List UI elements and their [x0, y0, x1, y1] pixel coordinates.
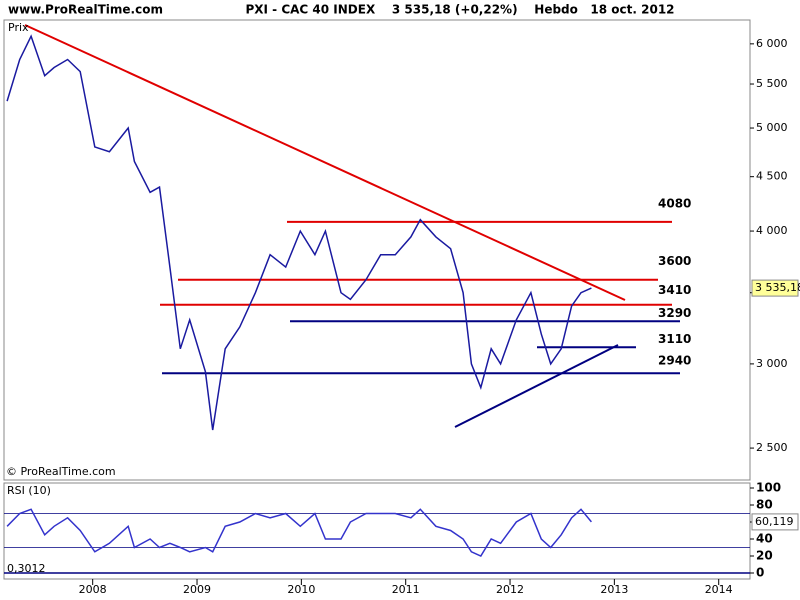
y-tick-label: 100 — [756, 481, 781, 495]
y-tick-label: 5 000 — [756, 121, 788, 134]
y-tick-label: 80 — [756, 498, 773, 512]
chart-title: PXI - CAC 40 INDEX 3 535,18 (+0,22%) Heb… — [245, 3, 674, 17]
last-value-box — [751, 279, 799, 297]
y-tick-label: 5 500 — [756, 77, 788, 90]
level-label: 4080 — [658, 196, 691, 210]
line-series — [6, 34, 592, 431]
line-series — [6, 508, 592, 557]
pane-note: 0,3012 — [7, 562, 46, 575]
watermark: © ProRealTime.com — [6, 465, 116, 478]
trend-line — [454, 344, 619, 428]
y-tick-label: 40 — [756, 532, 773, 546]
level-label: 3290 — [658, 306, 691, 320]
y-tick-label: 2 500 — [756, 441, 788, 454]
y-tick-label: 3 000 — [756, 357, 788, 370]
level-label: 2940 — [658, 354, 691, 368]
x-tick-label: 2011 — [392, 583, 420, 596]
trend-line — [24, 24, 626, 301]
x-tick-label: 2010 — [287, 583, 315, 596]
x-tick-label: 2014 — [705, 583, 733, 596]
level-label: 3410 — [658, 283, 691, 297]
x-tick-label: 2013 — [600, 583, 628, 596]
site-name: www.ProRealTime.com — [8, 3, 163, 17]
level-label: 3600 — [658, 254, 691, 268]
last-value-box — [751, 513, 799, 531]
level-label: 3110 — [658, 332, 691, 346]
rsi-pane — [3, 482, 751, 580]
x-tick-label: 2009 — [183, 583, 211, 596]
y-tick-label: 20 — [756, 549, 773, 563]
last-value-label: 3 535,18 — [755, 281, 800, 294]
y-tick-label: 0 — [756, 566, 764, 580]
y-tick-label: 4 500 — [756, 170, 788, 183]
x-tick-label: 2012 — [496, 583, 524, 596]
last-value-label: 60,119 — [755, 515, 794, 528]
y-tick-label: 6 000 — [756, 37, 788, 50]
pane-title: RSI (10) — [7, 484, 51, 497]
x-tick-label: 2008 — [79, 583, 107, 596]
price-pane — [3, 19, 751, 481]
pane-label: Prix — [8, 21, 29, 34]
y-tick-label: 4 000 — [756, 224, 788, 237]
